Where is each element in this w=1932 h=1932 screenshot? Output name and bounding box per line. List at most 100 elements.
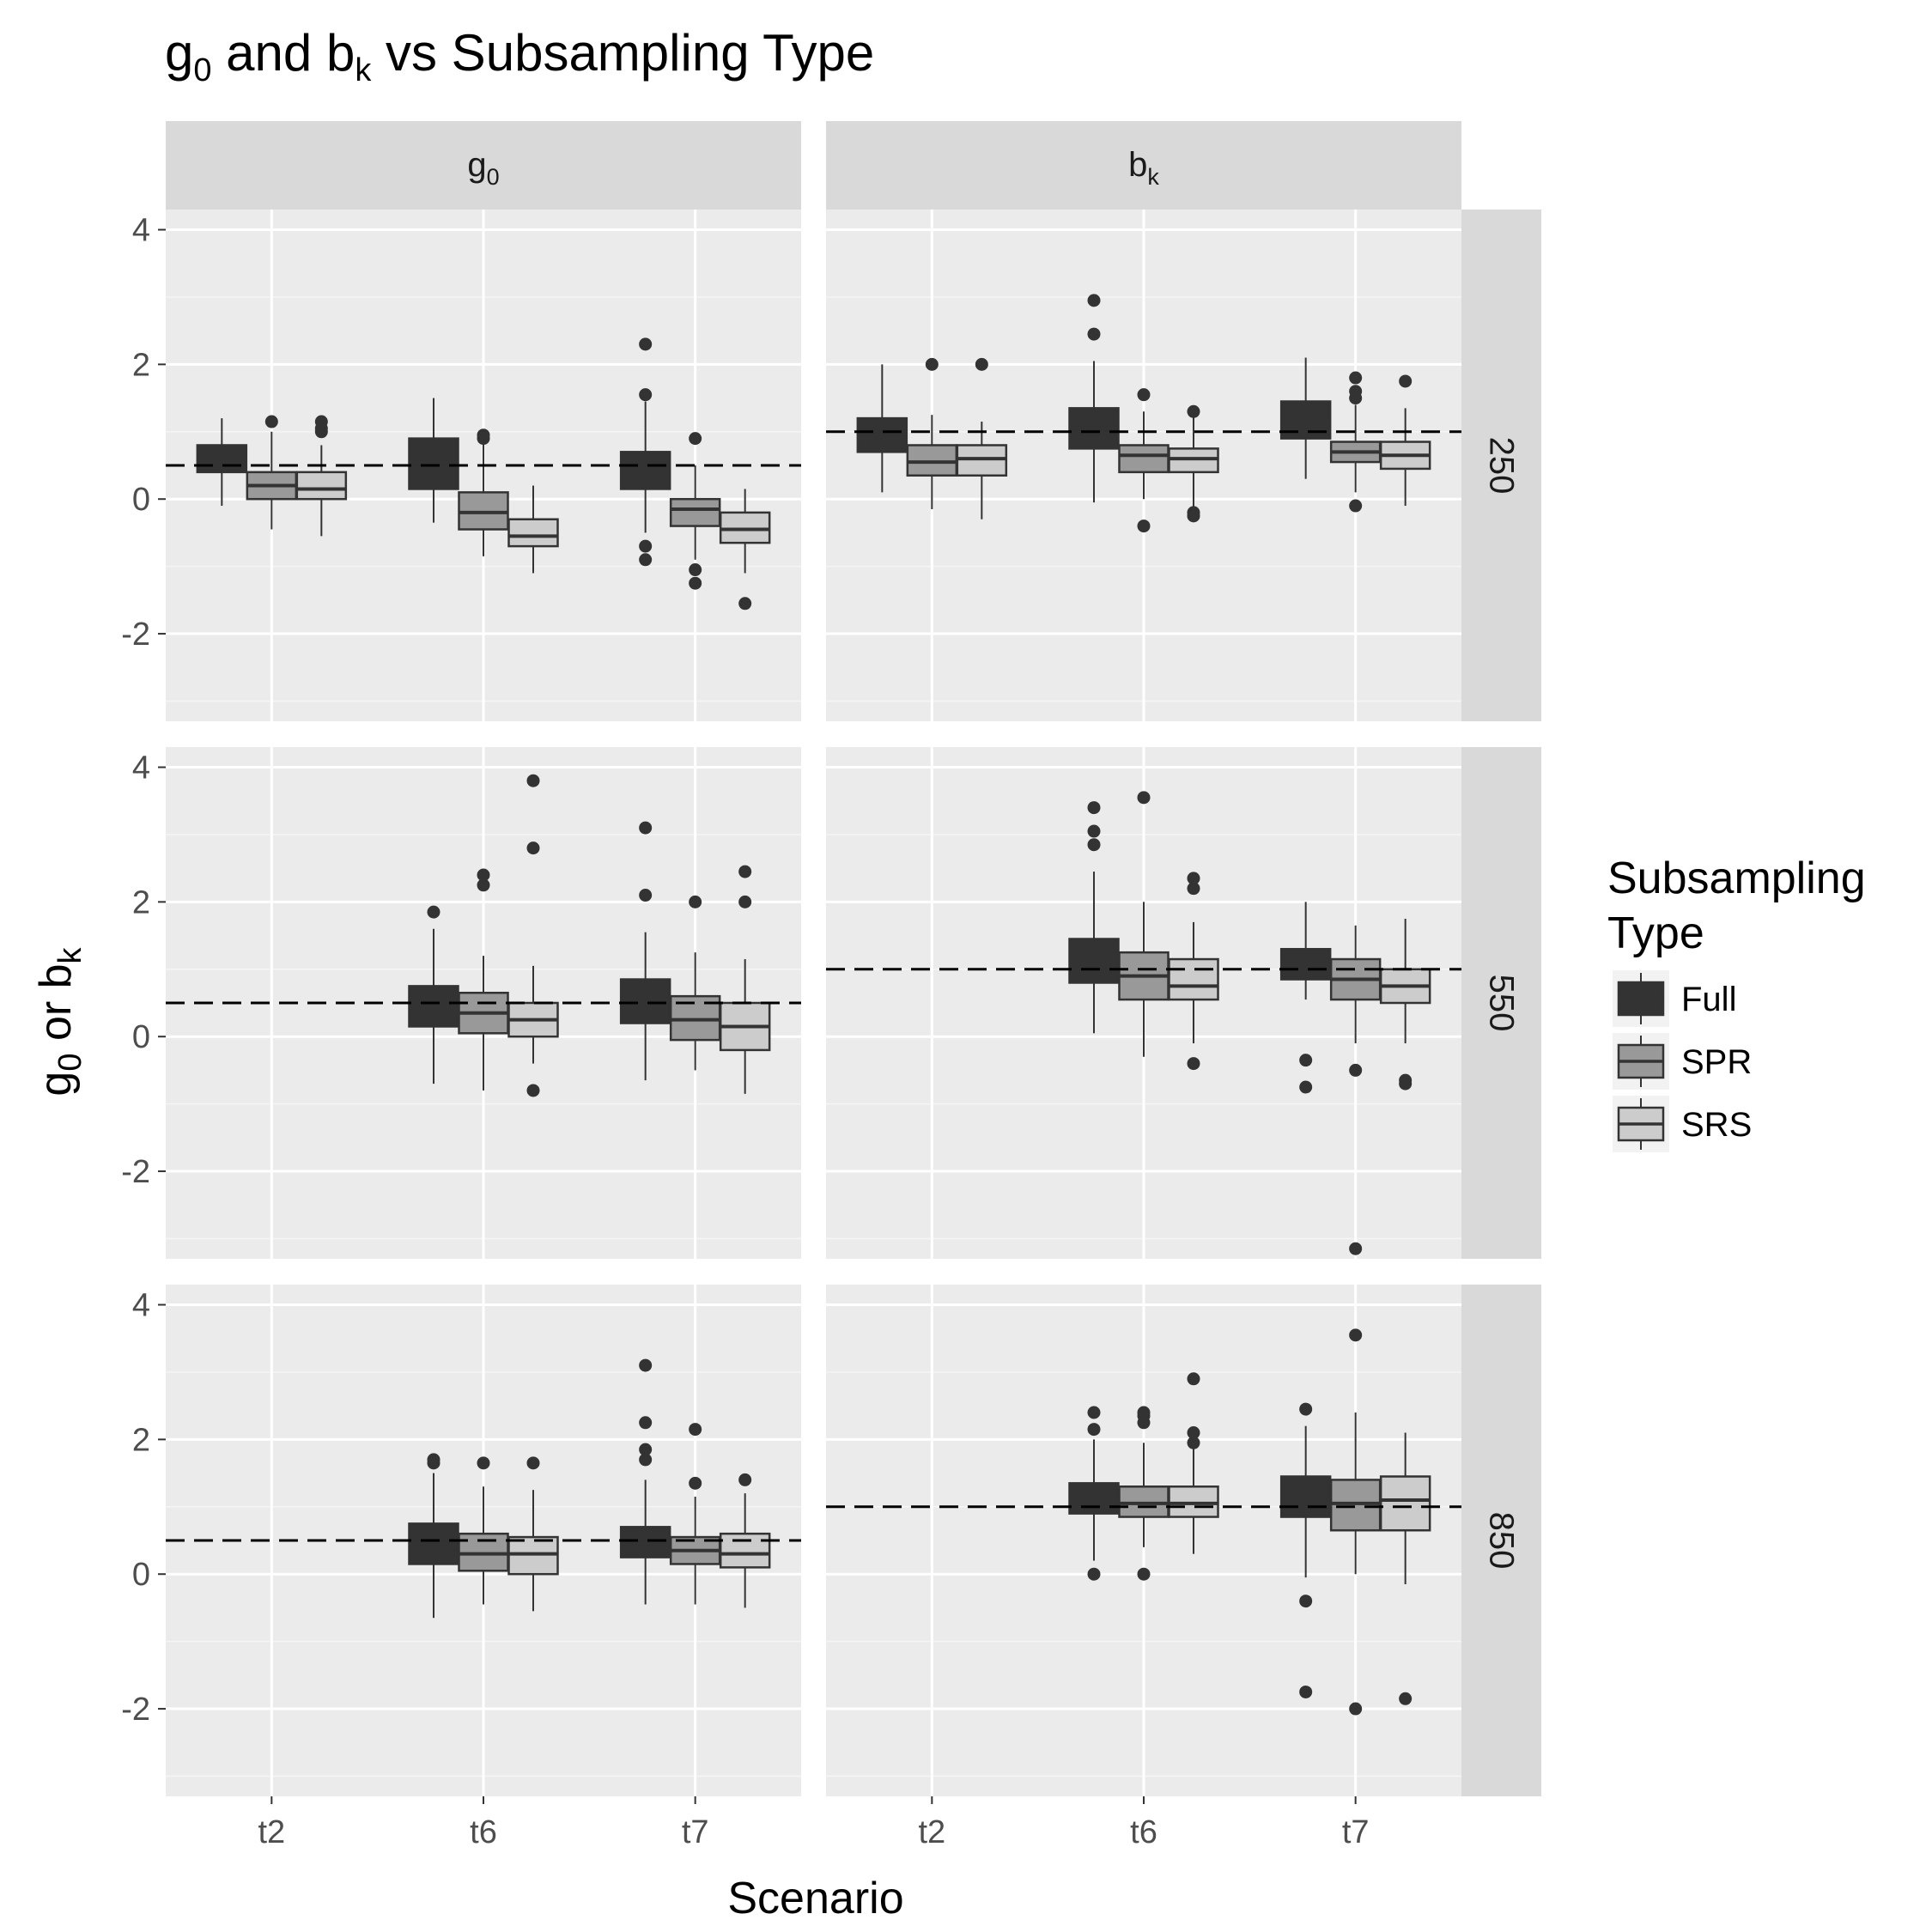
- column-strip-bg: [166, 121, 801, 210]
- outlier-point: [1299, 1054, 1313, 1067]
- outlier-point: [738, 597, 752, 611]
- outlier-point: [1299, 1595, 1313, 1608]
- outlier-point: [689, 563, 702, 577]
- y-tick-label: 0: [132, 1019, 150, 1055]
- y-tick-label: -2: [121, 1692, 150, 1728]
- outlier-point: [639, 1443, 653, 1456]
- box-body: [1379, 1475, 1431, 1532]
- outlier-point: [1399, 374, 1413, 388]
- box-t2-spr: [906, 357, 958, 509]
- legend-items: Full SPR SRS: [1613, 970, 1752, 1152]
- outlier-point: [639, 337, 653, 351]
- box-t6-srs: [507, 1456, 559, 1612]
- y-tick-label: -2: [121, 1154, 150, 1190]
- x-tick-label: t7: [1342, 1814, 1370, 1850]
- outlier-point: [689, 576, 702, 590]
- row-strip-bg: [1461, 210, 1541, 721]
- outlier-point: [639, 1453, 653, 1467]
- outlier-point: [689, 432, 702, 446]
- outlier-point: [1349, 385, 1363, 398]
- outlier-point: [1137, 519, 1151, 533]
- box-t7-srs: [719, 865, 771, 1094]
- legend-title-line2: Type: [1607, 908, 1704, 958]
- outlier-point: [1187, 1057, 1200, 1071]
- box-t7-spr: [1329, 371, 1382, 513]
- outlier-point: [427, 905, 440, 919]
- outlier-point: [1087, 1567, 1101, 1581]
- box-t7-full: [619, 337, 671, 567]
- box-t6-full: [408, 1453, 459, 1619]
- y-axis-title: g0 or bk: [31, 946, 88, 1096]
- y-tick-label: 2: [132, 347, 150, 383]
- box-t6-spr: [1118, 791, 1170, 1057]
- outlier-point: [526, 774, 540, 787]
- outlier-point: [1349, 499, 1363, 513]
- box-t7-srs: [1379, 374, 1431, 507]
- chart-title: g0 and bk vs Subsampling Type: [165, 24, 874, 88]
- outlier-point: [1187, 509, 1200, 523]
- outlier-point: [1087, 327, 1101, 341]
- box-t7-full: [619, 1358, 671, 1605]
- outlier-point: [1399, 1692, 1413, 1705]
- box-t6-full: [1068, 1406, 1120, 1581]
- outlier-point: [526, 1084, 540, 1097]
- box-t7-full: [1279, 1402, 1332, 1698]
- box-t2-full: [856, 364, 908, 493]
- outlier-point: [1187, 404, 1200, 418]
- outlier-point: [1349, 1242, 1363, 1255]
- legend-item-spr: SPR: [1613, 1033, 1752, 1090]
- box-t6-full: [1068, 801, 1120, 1034]
- box-t6-full: [408, 398, 459, 523]
- box-body: [856, 416, 908, 453]
- outlier-point: [639, 388, 653, 402]
- box-t6-full: [1068, 294, 1120, 503]
- outlier-point: [639, 553, 653, 567]
- panel: [826, 210, 1461, 721]
- box-body: [719, 1532, 771, 1569]
- y-tick-label: 0: [132, 1557, 150, 1593]
- outlier-point: [477, 868, 490, 882]
- box-t2-spr: [246, 415, 298, 530]
- column-strip-bg: [826, 121, 1461, 210]
- outlier-point: [738, 1473, 752, 1486]
- box-body: [669, 497, 721, 527]
- y-tick-label: 0: [132, 482, 150, 518]
- outlier-point: [477, 1456, 490, 1470]
- box-t6-spr: [1118, 388, 1170, 533]
- column-strip-label: bk: [1128, 146, 1159, 190]
- row-strip-label: 250: [1483, 437, 1521, 495]
- box-body: [408, 985, 459, 1028]
- column-strip-label: g0: [467, 146, 499, 190]
- box-t2-full: [196, 418, 248, 507]
- outlier-point: [1087, 838, 1101, 852]
- row-strip-bg: [1461, 747, 1541, 1259]
- outlier-point: [1299, 1080, 1313, 1094]
- column-strip: bk: [826, 121, 1461, 210]
- box-body: [507, 518, 559, 548]
- box-body: [1279, 1475, 1332, 1518]
- outlier-point: [526, 1456, 540, 1470]
- box-t2-srs: [956, 357, 1008, 519]
- box-body: [1118, 444, 1170, 474]
- panel: [826, 747, 1461, 1259]
- x-tick-label: t6: [470, 1814, 497, 1850]
- outlier-point: [1349, 1328, 1363, 1342]
- outlier-point: [314, 415, 328, 428]
- outlier-point: [477, 428, 490, 442]
- outlier-point: [689, 895, 702, 908]
- outlier-point: [639, 821, 653, 835]
- outlier-point: [1137, 791, 1151, 805]
- box-t7-srs: [719, 489, 771, 611]
- y-tick-label: 4: [132, 750, 150, 787]
- panel: -2 0 2 4: [121, 210, 801, 721]
- outlier-point: [1349, 371, 1363, 385]
- box-body: [1168, 957, 1219, 1001]
- x-tick-label: t7: [682, 1814, 709, 1850]
- legend: Subsampling Type Full SPR SRS: [1607, 854, 1866, 1152]
- y-tick-label: 4: [132, 213, 150, 249]
- legend-item-srs: SRS: [1613, 1096, 1752, 1152]
- outlier-point: [975, 357, 988, 371]
- outlier-point: [639, 1416, 653, 1430]
- outlier-point: [689, 1423, 702, 1437]
